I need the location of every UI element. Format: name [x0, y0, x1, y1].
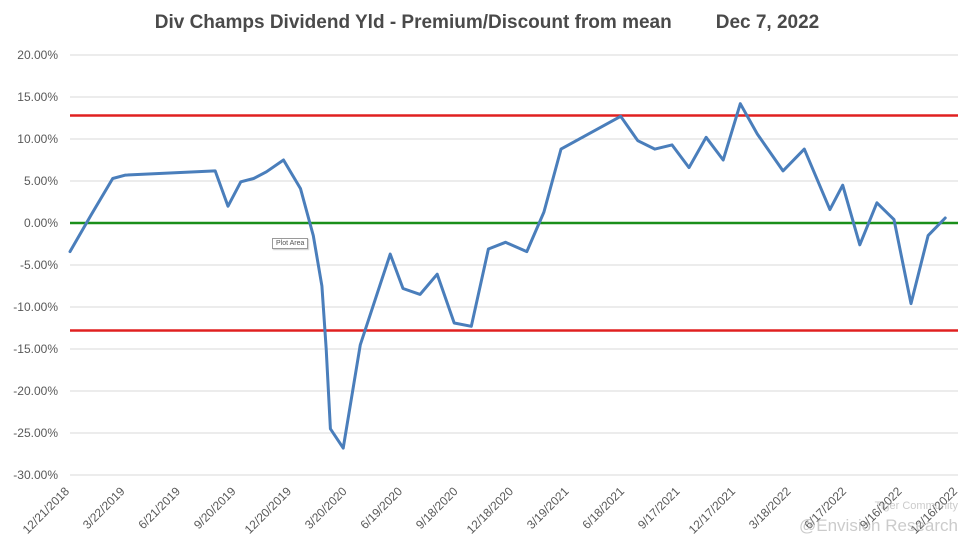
x-tick-label: 9/17/2021: [635, 484, 683, 532]
watermark: Tiger Community @Envision Research: [799, 496, 958, 536]
reference-lines: [70, 114, 958, 332]
y-tick-label: 5.00%: [24, 174, 58, 188]
y-tick-label: -5.00%: [20, 258, 58, 272]
x-tick-label: 3/18/2022: [746, 484, 794, 532]
watermark-community: Tiger Community: [874, 500, 958, 512]
x-tick-label: 9/18/2020: [413, 484, 461, 532]
x-tick-label: 6/19/2020: [357, 484, 405, 532]
watermark-author: @Envision Research: [799, 516, 958, 535]
y-tick-label: 20.00%: [17, 48, 58, 62]
y-tick-label: 15.00%: [17, 90, 58, 104]
x-tick-label: 12/18/2020: [464, 484, 517, 537]
y-tick-label: -15.00%: [13, 342, 58, 356]
data-series: [68, 102, 947, 450]
x-tick-label: 3/19/2021: [524, 484, 572, 532]
x-tick-label: 12/17/2021: [686, 484, 739, 537]
y-tick-label: 10.00%: [17, 132, 58, 146]
x-tick-label: 3/20/2020: [302, 484, 350, 532]
x-tick-label: 3/22/2019: [80, 484, 128, 532]
y-tick-label: -20.00%: [13, 384, 58, 398]
x-tick-label: 12/21/2018: [20, 484, 73, 537]
grid-lines: [70, 54, 958, 476]
y-tick-label: -10.00%: [13, 300, 58, 314]
y-tick-label: 0.00%: [24, 216, 58, 230]
plot-area-tooltip: Plot Area: [272, 238, 309, 249]
chart-date: Dec 7, 2022: [715, 12, 820, 33]
y-axis-tick-labels: 20.00% 15.00% 10.00% 5.00% 0.00% -5.00% -10.00…: [13, 48, 58, 482]
chart-title: Div Champs Dividend Yld - Premium/Discou…: [154, 12, 672, 33]
series-line: [68, 102, 947, 450]
x-tick-label: 12/20/2019: [242, 484, 295, 537]
y-tick-label: -25.00%: [13, 426, 58, 440]
x-tick-label: 6/18/2021: [579, 484, 627, 532]
chart-title-row: Div Champs Dividend Yld - Premium/Discou…: [0, 8, 974, 38]
y-tick-label: -30.00%: [13, 468, 58, 482]
x-tick-label: 9/20/2019: [191, 484, 239, 532]
x-tick-label: 6/21/2019: [135, 484, 183, 532]
